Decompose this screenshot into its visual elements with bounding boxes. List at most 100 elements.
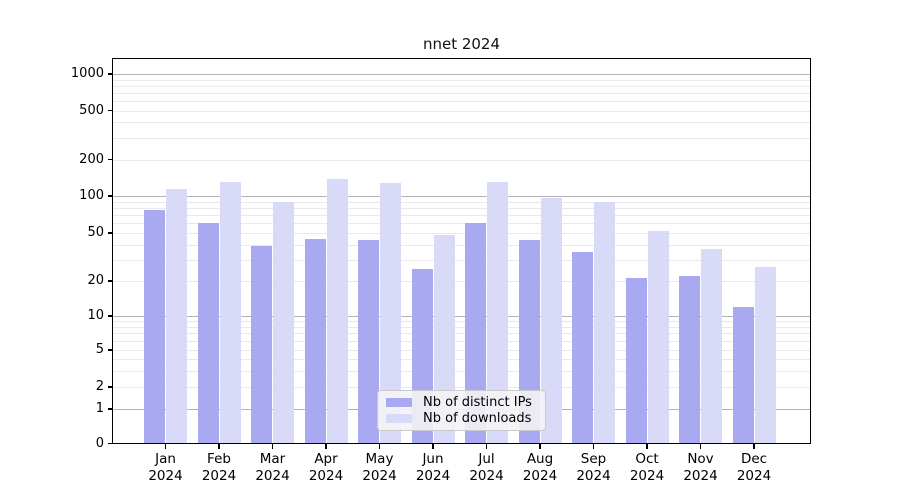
x-tick-label: Feb 2024 [187,451,251,485]
minor-gridline [113,215,810,217]
x-tick-label: Aug 2024 [508,451,572,485]
x-tick [271,443,274,449]
x-tick [485,443,488,449]
legend-label-downloads: Nb of downloads [423,410,532,426]
minor-gridline [113,333,810,335]
legend-item-downloads: Nb of downloads [386,411,537,427]
x-label-month: Mar [259,451,286,467]
bar-distinct-ips [572,251,593,444]
minor-gridline [113,370,810,372]
x-tick [592,443,595,449]
y-tick-label: 10 [87,308,104,323]
y-tick [107,349,114,351]
y-tick-label: 50 [87,225,104,240]
minor-gridline [113,387,810,388]
minor-gridline [113,85,810,87]
x-label-month: Sep [580,451,607,467]
bar-downloads [540,198,562,444]
legend-swatch-downloads [386,413,412,424]
bar-distinct-ips [465,223,486,444]
x-tick-label: Jun 2024 [401,451,465,485]
minor-gridline [113,321,810,323]
y-tick-label: 500 [79,102,104,118]
legend-swatch-distinct-ips [386,397,412,408]
y-tick-label: 5 [95,342,104,357]
legend: Nb of distinct IPs Nb of downloads [377,390,546,431]
y-tick [107,158,114,161]
x-label-year: 2024 [362,468,397,484]
x-label-month: May [365,451,394,467]
x-label-year: 2024 [201,468,237,484]
minor-gridline [113,326,810,328]
major-gridline [113,316,810,318]
x-label-year: 2024 [255,468,290,484]
x-label-year: 2024 [415,468,451,484]
y-tick [107,109,114,112]
plot-area [113,59,810,444]
minor-gridline [113,201,810,203]
bar-distinct-ips [304,238,326,444]
x-label-year: 2024 [576,468,611,484]
x-tick-label: Dec 2024 [722,451,786,485]
y-tick [107,280,114,282]
legend-item-distinct-ips: Nb of distinct IPs [386,395,537,411]
bar-distinct-ips [251,246,272,444]
x-label-year: 2024 [469,468,504,484]
bar-distinct-ips [358,239,379,444]
minor-gridline [113,281,810,282]
minor-gridline [113,92,810,94]
major-gridline [113,196,810,198]
x-label-month: Aug [526,451,554,467]
x-tick [432,443,434,449]
minor-gridline [113,122,810,124]
bar-downloads [647,230,669,444]
y-tick-label: 200 [79,151,104,167]
x-tick-label: Jan 2024 [134,451,198,485]
y-tick-label: 1 [95,401,104,416]
x-tick [164,443,167,449]
bar-downloads [166,189,187,444]
minor-gridline [113,79,810,81]
x-label-month: Apr [314,451,338,467]
x-label-year: 2024 [522,468,558,484]
x-tick [646,443,648,449]
x-tick-label: Jul 2024 [455,451,519,485]
major-gridline [113,74,810,76]
x-tick-label: May 2024 [348,451,412,485]
minor-gridline [113,223,810,225]
y-tick-label: 100 [79,188,104,203]
x-label-month: Nov [687,451,714,467]
minor-gridline [113,350,810,351]
x-tick [378,443,381,449]
x-label-month: Oct [635,451,659,467]
bar-distinct-ips [625,278,647,444]
legend-label-distinct-ips: Nb of distinct IPs [423,394,532,410]
x-tick [699,443,702,449]
x-label-year: 2024 [308,468,344,484]
x-tick-label: Nov 2024 [669,451,733,485]
x-tick [753,443,755,449]
minor-gridline [113,137,810,139]
bar-downloads [701,248,722,444]
bar-downloads [754,267,776,444]
y-tick [107,232,114,234]
x-tick-label: Oct 2024 [615,451,679,485]
minor-gridline [113,341,810,343]
bar-downloads [219,181,241,444]
y-tick-label: 20 [87,273,104,288]
bar-downloads [594,202,615,444]
y-tick-label: 2 [95,379,104,394]
bar-distinct-ips [732,306,754,444]
chart-title: nnet 2024 [422,35,501,53]
minor-gridline [113,159,810,161]
bar-downloads [380,183,401,444]
y-tick-label: 1000 [70,66,104,81]
x-label-year: 2024 [683,468,718,484]
x-tick [539,443,541,449]
y-tick [107,195,114,197]
x-label-year: 2024 [629,468,665,484]
y-tick-label: 0 [95,435,104,451]
x-label-month: Dec [740,451,768,467]
bar-distinct-ips [197,223,219,444]
